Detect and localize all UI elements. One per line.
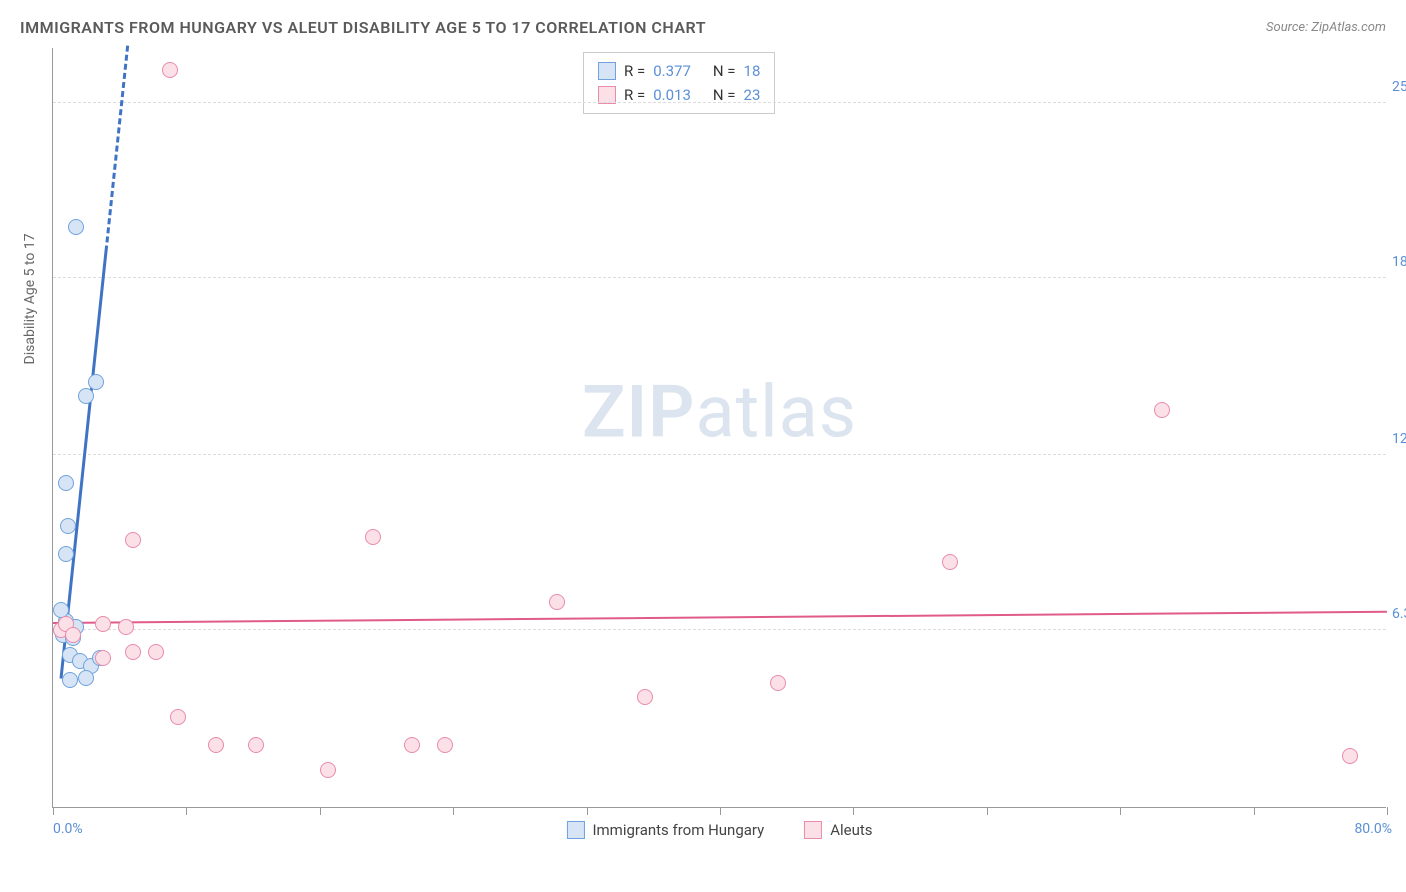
y-tick-label: 6.3% <box>1392 606 1406 622</box>
data-point <box>95 616 111 632</box>
legend-n-value: 18 <box>744 59 761 83</box>
data-point <box>125 644 141 660</box>
data-point <box>365 529 381 545</box>
trend-line <box>53 611 1387 624</box>
x-tick <box>720 807 721 815</box>
y-tick-label: 12.5% <box>1392 431 1406 447</box>
y-axis-label: Disability Age 5 to 17 <box>22 233 38 364</box>
plot-area: ZIPatlas R =0.377N =18R =0.013N =23 0.0%… <box>52 48 1386 808</box>
data-point <box>1154 402 1170 418</box>
x-tick <box>1387 807 1388 815</box>
data-point <box>320 762 336 778</box>
x-tick <box>987 807 988 815</box>
series-legend-item: Aleuts <box>804 821 872 839</box>
data-point <box>1342 748 1358 764</box>
data-point <box>248 737 264 753</box>
data-point <box>148 644 164 660</box>
series-legend-label: Aleuts <box>830 821 872 839</box>
x-tick <box>853 807 854 815</box>
watermark-light: atlas <box>695 370 857 455</box>
legend-swatch <box>566 821 584 839</box>
watermark-bold: ZIP <box>582 370 695 455</box>
gridline <box>53 277 1386 278</box>
data-point <box>78 670 94 686</box>
series-legend: Immigrants from Hungary Aleuts <box>566 821 872 839</box>
data-point <box>95 650 111 666</box>
legend-row: R = 0.377 N = 18 <box>598 59 760 83</box>
legend-r-value: 0.377 <box>653 59 691 83</box>
chart-title: IMMIGRANTS FROM HUNGARY VS ALEUT DISABIL… <box>20 18 706 37</box>
x-tick <box>587 807 588 815</box>
y-tick-label: 18.8% <box>1392 254 1406 270</box>
legend-r-label: R = <box>624 83 645 107</box>
data-point <box>770 675 786 691</box>
data-point <box>58 546 74 562</box>
x-tick <box>186 807 187 815</box>
gridline <box>53 629 1386 630</box>
gridline <box>53 102 1386 103</box>
x-tick <box>320 807 321 815</box>
data-point <box>88 374 104 390</box>
data-point <box>162 62 178 78</box>
data-point <box>58 475 74 491</box>
data-point <box>437 737 453 753</box>
correlation-legend: R = 0.377 N = 18 R = 0.013 N = 23 <box>583 52 775 114</box>
legend-n-label: N = <box>713 59 736 83</box>
data-point <box>208 737 224 753</box>
legend-swatch <box>804 821 822 839</box>
legend-swatch <box>598 62 616 80</box>
trend-line <box>105 45 130 251</box>
data-point <box>125 532 141 548</box>
y-tick-label: 25.0% <box>1392 79 1406 95</box>
legend-r-label: R = <box>624 59 645 83</box>
data-point <box>62 672 78 688</box>
data-point <box>65 627 81 643</box>
data-point <box>118 619 134 635</box>
x-axis-min-label: 0.0% <box>53 821 83 837</box>
series-legend-item: Immigrants from Hungary <box>566 821 764 839</box>
legend-r-value: 0.013 <box>653 83 691 107</box>
data-point <box>549 594 565 610</box>
data-point <box>637 689 653 705</box>
legend-row: R = 0.013 N = 23 <box>598 83 760 107</box>
legend-swatch <box>598 86 616 104</box>
gridline <box>53 454 1386 455</box>
legend-n-value: 23 <box>744 83 761 107</box>
data-point <box>404 737 420 753</box>
data-point <box>60 518 76 534</box>
data-point <box>170 709 186 725</box>
x-tick <box>53 807 54 815</box>
x-tick <box>1254 807 1255 815</box>
watermark: ZIPatlas <box>582 370 857 455</box>
series-legend-label: Immigrants from Hungary <box>592 821 764 839</box>
data-point <box>78 388 94 404</box>
chart-source: Source: ZipAtlas.com <box>1266 20 1386 35</box>
x-tick <box>1120 807 1121 815</box>
data-point <box>942 554 958 570</box>
x-axis-max-label: 80.0% <box>1354 821 1392 837</box>
data-point <box>68 219 84 235</box>
x-tick <box>453 807 454 815</box>
chart-header: IMMIGRANTS FROM HUNGARY VS ALEUT DISABIL… <box>20 18 1386 37</box>
legend-n-label: N = <box>713 83 736 107</box>
